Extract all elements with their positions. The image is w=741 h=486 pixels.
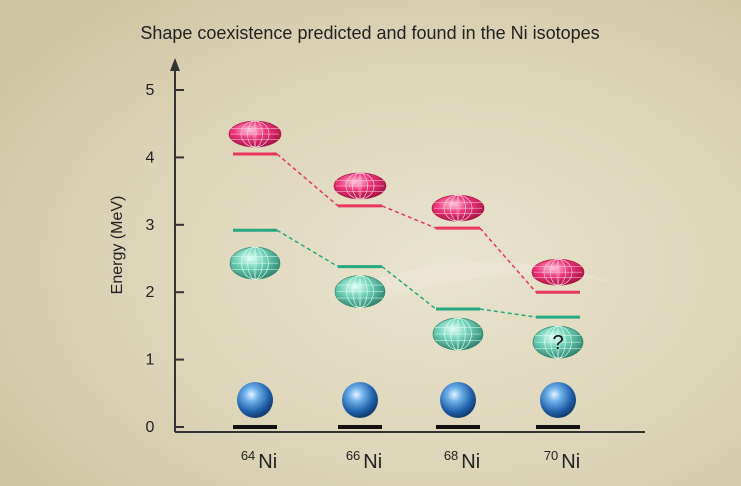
x-category-label: 66 Ni (346, 448, 382, 473)
connector-line (276, 153, 339, 207)
spherical-shape (540, 382, 576, 418)
x-category-label: 64 Ni (241, 448, 277, 473)
x-category-label: 68 Ni (444, 448, 480, 473)
nuclear-shapes: ? (228, 120, 585, 418)
connector-line (276, 229, 339, 268)
mass-number: 66 (346, 448, 360, 463)
connector-line (479, 308, 537, 318)
connector-line (381, 205, 437, 229)
chart-title: Shape coexistence predicted and found in… (140, 23, 599, 43)
element-symbol: Ni (561, 451, 580, 473)
mass-number: 70 (544, 448, 558, 463)
element-symbol: Ni (363, 451, 382, 473)
y-tick-label: 5 (146, 82, 155, 99)
y-tick-label: 1 (146, 352, 155, 369)
x-category-label: 70 Ni (544, 448, 580, 473)
spherical-shape (342, 382, 378, 418)
element-symbol: Ni (461, 451, 480, 473)
connector-line (479, 227, 537, 293)
element-symbol: Ni (258, 451, 277, 473)
y-tick-label: 4 (146, 149, 155, 166)
y-axis-arrow (170, 58, 180, 71)
spherical-shape (440, 382, 476, 418)
y-tick-label: 0 (146, 419, 155, 436)
x-labels: 64 Ni 66 Ni 68 Ni 70 Ni (241, 448, 580, 473)
connector-line (381, 265, 437, 310)
question-mark-annotation: ? (552, 332, 563, 354)
connector-lines (276, 153, 537, 318)
spherical-shape (237, 382, 273, 418)
y-tick-label: 3 (146, 217, 155, 234)
mass-number: 64 (241, 448, 255, 463)
y-axis-label: Energy (MeV) (109, 196, 126, 295)
mass-number: 68 (444, 448, 458, 463)
energy-levels (233, 152, 580, 429)
y-tick-label: 2 (146, 284, 155, 301)
y-ticks: 0 1 2 3 4 5 (146, 82, 184, 436)
